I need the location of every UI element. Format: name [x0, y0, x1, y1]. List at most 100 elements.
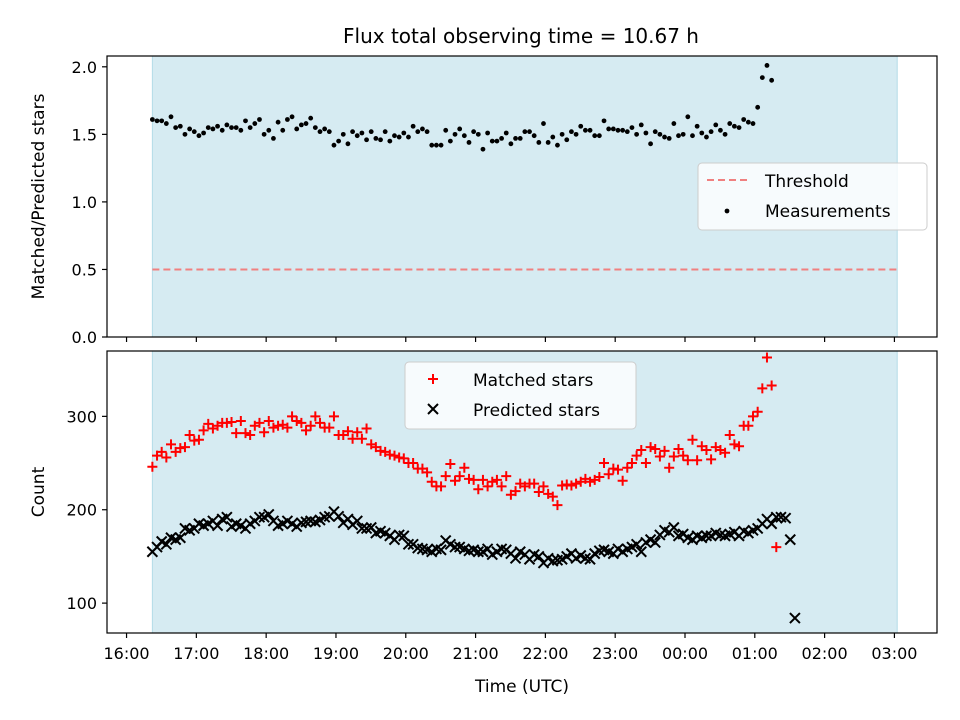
measurement-point — [247, 125, 253, 131]
measurement-point — [466, 140, 472, 145]
matched-point — [245, 430, 256, 441]
matched-point — [487, 476, 498, 487]
measurement-point — [187, 126, 193, 132]
matched-point — [734, 441, 745, 452]
axes-frame — [106, 55, 938, 338]
measurement-point — [298, 122, 304, 128]
measurement-point — [401, 130, 407, 136]
series-measurements — [149, 63, 775, 152]
matched-point — [678, 450, 689, 461]
measurement-point — [736, 125, 742, 131]
predicted-point — [789, 612, 801, 624]
legend-box — [404, 361, 637, 430]
matched-point — [566, 480, 577, 491]
measurement-point — [205, 125, 211, 131]
matched-point — [650, 444, 661, 455]
measurement-point — [564, 137, 570, 143]
predicted-point — [700, 530, 713, 542]
matched-point — [752, 406, 763, 417]
series-predicted-stars — [146, 505, 801, 624]
measurement-point — [271, 136, 276, 141]
y-tick-label: 0.5 — [72, 260, 97, 279]
measurement-point — [722, 131, 728, 137]
measurement-point — [671, 121, 677, 126]
measurement-point — [531, 133, 537, 139]
matched-point — [631, 450, 642, 461]
measurement-point — [755, 104, 761, 110]
measurement-point — [680, 131, 686, 137]
matched-point — [640, 458, 651, 469]
matched-point — [682, 455, 693, 466]
measurement-point — [196, 133, 202, 139]
measurement-point — [685, 114, 691, 120]
predicted-point — [174, 532, 187, 544]
measurement-point — [634, 131, 640, 137]
matched-point — [729, 439, 740, 450]
matched-point — [422, 467, 433, 478]
matched-point — [352, 427, 363, 438]
measurement-point — [215, 123, 220, 129]
matched-point — [179, 442, 190, 453]
matched-point — [198, 425, 209, 436]
predicted-point — [435, 544, 447, 556]
matched-point — [356, 433, 367, 444]
measurement-point — [475, 131, 481, 137]
matched-point — [594, 472, 605, 483]
measurement-point — [759, 75, 765, 81]
legend-matched-swatch — [428, 374, 438, 384]
matched-point — [235, 416, 246, 427]
y-tick-label: 0.0 — [72, 328, 97, 347]
measurement-point — [606, 126, 612, 132]
matched-point — [692, 455, 703, 466]
measurement-point — [345, 141, 351, 147]
measurement-point — [191, 129, 197, 135]
x-tick-label: 03:00 — [871, 644, 917, 663]
predicted-point — [472, 546, 485, 558]
matched-point — [445, 458, 456, 469]
measurement-point — [610, 126, 616, 132]
measurement-point — [173, 125, 179, 131]
measurement-point — [545, 140, 551, 145]
measurement-point — [522, 129, 528, 135]
axes-frame — [106, 350, 938, 634]
predicted-point — [160, 538, 173, 550]
predicted-point — [779, 512, 792, 524]
matched-point — [533, 487, 544, 497]
matched-point — [389, 450, 400, 461]
measurement-point — [275, 119, 281, 125]
measurement-point — [331, 142, 337, 148]
measurement-point — [285, 117, 290, 122]
matched-point — [291, 416, 302, 427]
measurement-point — [508, 141, 514, 147]
measurement-point — [601, 118, 607, 124]
measurement-point — [471, 129, 477, 135]
measurement-point — [308, 115, 314, 121]
measurement-point — [433, 142, 439, 148]
matched-point — [603, 469, 614, 480]
measurement-point — [569, 129, 574, 135]
matched-point — [529, 478, 540, 489]
measurement-point — [662, 134, 667, 140]
matched-point — [510, 486, 521, 497]
measurement-point — [350, 129, 355, 135]
measurement-point — [648, 141, 653, 147]
predicted-point — [402, 538, 415, 550]
measurement-point — [201, 130, 206, 136]
measurement-point — [387, 138, 393, 144]
measurement-point — [527, 129, 532, 135]
matched-point — [324, 422, 335, 433]
measurement-point — [317, 129, 323, 135]
measurement-point — [666, 136, 672, 141]
measurement-point — [690, 133, 695, 139]
x-tick-label: 22:00 — [522, 644, 568, 663]
measurement-point — [541, 121, 546, 126]
matched-point — [398, 453, 409, 464]
measurement-point — [550, 134, 556, 140]
measurement-point — [280, 127, 286, 133]
top-panel: 0.0 0.5 1.0 1.5 2.0 Matched/Predicted stars Th… — [29, 55, 938, 347]
measurement-point — [396, 134, 402, 140]
matched-point — [761, 352, 772, 363]
measurement-point — [764, 63, 770, 68]
measurement-point — [676, 133, 681, 139]
matched-point — [626, 458, 637, 469]
